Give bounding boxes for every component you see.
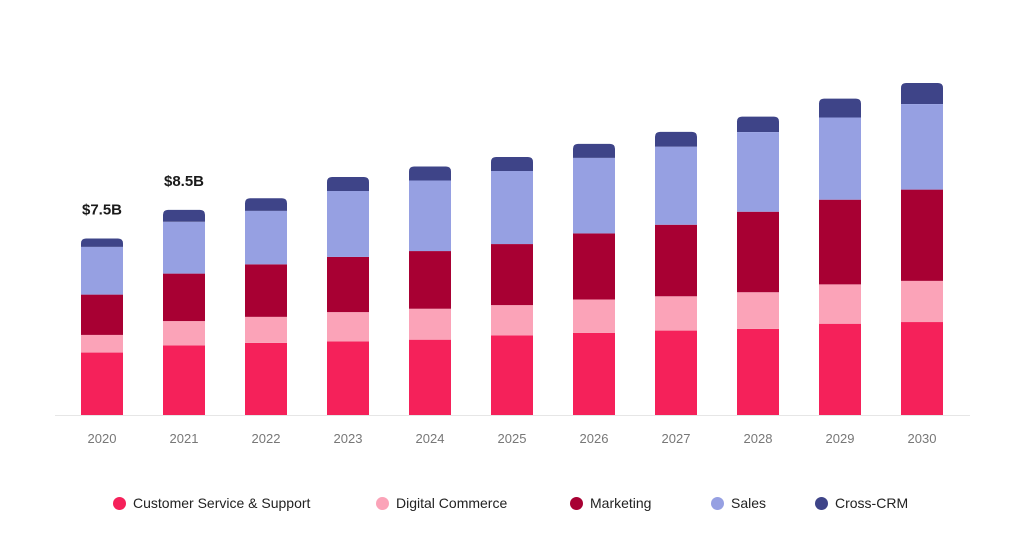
bar-segment-digital-commerce-2028 [737,292,779,329]
x-tick-label-2021: 2021 [170,431,199,446]
bar-segment-marketing-2021 [163,273,205,322]
bar-segment-digital-commerce-2020 [81,334,123,353]
x-tick-label-2022: 2022 [252,431,281,446]
bar-segment-sales-2020 [81,246,123,295]
bar-segment-marketing-2029 [819,199,861,285]
bar-segment-customer-service-support-2030 [901,322,943,415]
bar-segment-cross-crm-2026 [573,143,615,158]
bar-segment-marketing-2023 [327,256,369,313]
bar-segment-cross-crm-2025 [491,156,533,171]
bar-segment-cross-crm-2024 [409,166,451,181]
bar-segment-digital-commerce-2024 [409,308,451,340]
x-tick-label-2028: 2028 [744,431,773,446]
bar-segment-marketing-2022 [245,264,287,317]
x-tick-label-2026: 2026 [580,431,609,446]
bar-segment-customer-service-support-2028 [737,328,779,415]
legend-item-cross-crm: Cross-CRM [815,492,908,514]
bar-segment-customer-service-support-2026 [573,332,615,415]
chart-legend: Customer Service & Support Digital Commer… [0,492,1024,514]
legend-item-digital-commerce: Digital Commerce [376,492,507,514]
bar-segment-customer-service-support-2029 [819,323,861,415]
bar-segment-cross-crm-2022 [245,198,287,211]
legend-swatch [376,496,389,510]
bar-segment-sales-2028 [737,132,779,212]
legend-label: Digital Commerce [396,495,508,511]
bar-segment-digital-commerce-2029 [819,284,861,324]
bar-segment-sales-2029 [819,117,861,200]
legend-item-sales: Sales [711,492,766,514]
x-tick-label-2024: 2024 [416,431,445,446]
bar-segment-sales-2030 [901,104,943,190]
bar-segment-sales-2025 [491,170,533,245]
total-label-2021: $8.5B [164,173,204,190]
x-tick-label-2025: 2025 [498,431,527,446]
bar-segment-customer-service-support-2025 [491,335,533,415]
bar-segment-cross-crm-2029 [819,98,861,118]
bar-segment-sales-2027 [655,146,697,225]
bar-segment-cross-crm-2023 [327,177,369,191]
legend-swatch [815,496,828,510]
total-label-2020: $7.5B [82,201,122,218]
bar-segment-marketing-2024 [409,251,451,309]
bar-segment-digital-commerce-2025 [491,305,533,336]
x-tick-label-2027: 2027 [662,431,691,446]
bar-segment-customer-service-support-2022 [245,342,287,415]
bar-segment-marketing-2026 [573,233,615,300]
bar-segment-digital-commerce-2021 [163,321,205,346]
bar-segment-customer-service-support-2024 [409,339,451,415]
bar-segment-customer-service-support-2020 [81,352,123,415]
bar-segment-customer-service-support-2021 [163,345,205,415]
legend-label: Customer Service & Support [133,495,311,511]
bar-segment-digital-commerce-2023 [327,312,369,342]
bar-segment-cross-crm-2027 [655,131,697,147]
bar-segment-digital-commerce-2030 [901,280,943,323]
bar-segment-customer-service-support-2023 [327,341,369,415]
bar-segment-customer-service-support-2027 [655,330,697,415]
legend-item-marketing: Marketing [570,492,651,514]
legend-label: Marketing [590,495,652,511]
bar-segment-cross-crm-2030 [901,83,943,105]
bar-segment-digital-commerce-2022 [245,316,287,343]
x-tick-label-2023: 2023 [334,431,363,446]
bar-segment-digital-commerce-2026 [573,299,615,333]
bar-segment-marketing-2028 [737,211,779,293]
bar-segment-cross-crm-2028 [737,116,779,133]
x-tick-label-2020: 2020 [88,431,117,446]
bar-segment-marketing-2027 [655,224,697,297]
bar-segment-cross-crm-2021 [163,209,205,222]
legend-label: Cross-CRM [835,495,909,511]
bar-segment-sales-2021 [163,221,205,274]
x-tick-label-2030: 2030 [908,431,937,446]
legend-swatch [113,496,126,510]
legend-swatch [570,496,583,510]
bar-segment-marketing-2030 [901,189,943,281]
bar-segment-sales-2023 [327,191,369,257]
bar-segment-sales-2026 [573,157,615,234]
bar-segment-marketing-2025 [491,244,533,306]
bar-segment-cross-crm-2020 [81,238,123,247]
x-tick-label-2029: 2029 [826,431,855,446]
bar-segment-marketing-2020 [81,294,123,335]
legend-swatch [711,496,724,510]
legend-label: Sales [731,495,767,511]
legend-item-customer-service-support: Customer Service & Support [113,492,310,514]
bar-segment-sales-2022 [245,210,287,265]
bar-segment-sales-2024 [409,180,451,252]
bar-segment-digital-commerce-2027 [655,296,697,331]
